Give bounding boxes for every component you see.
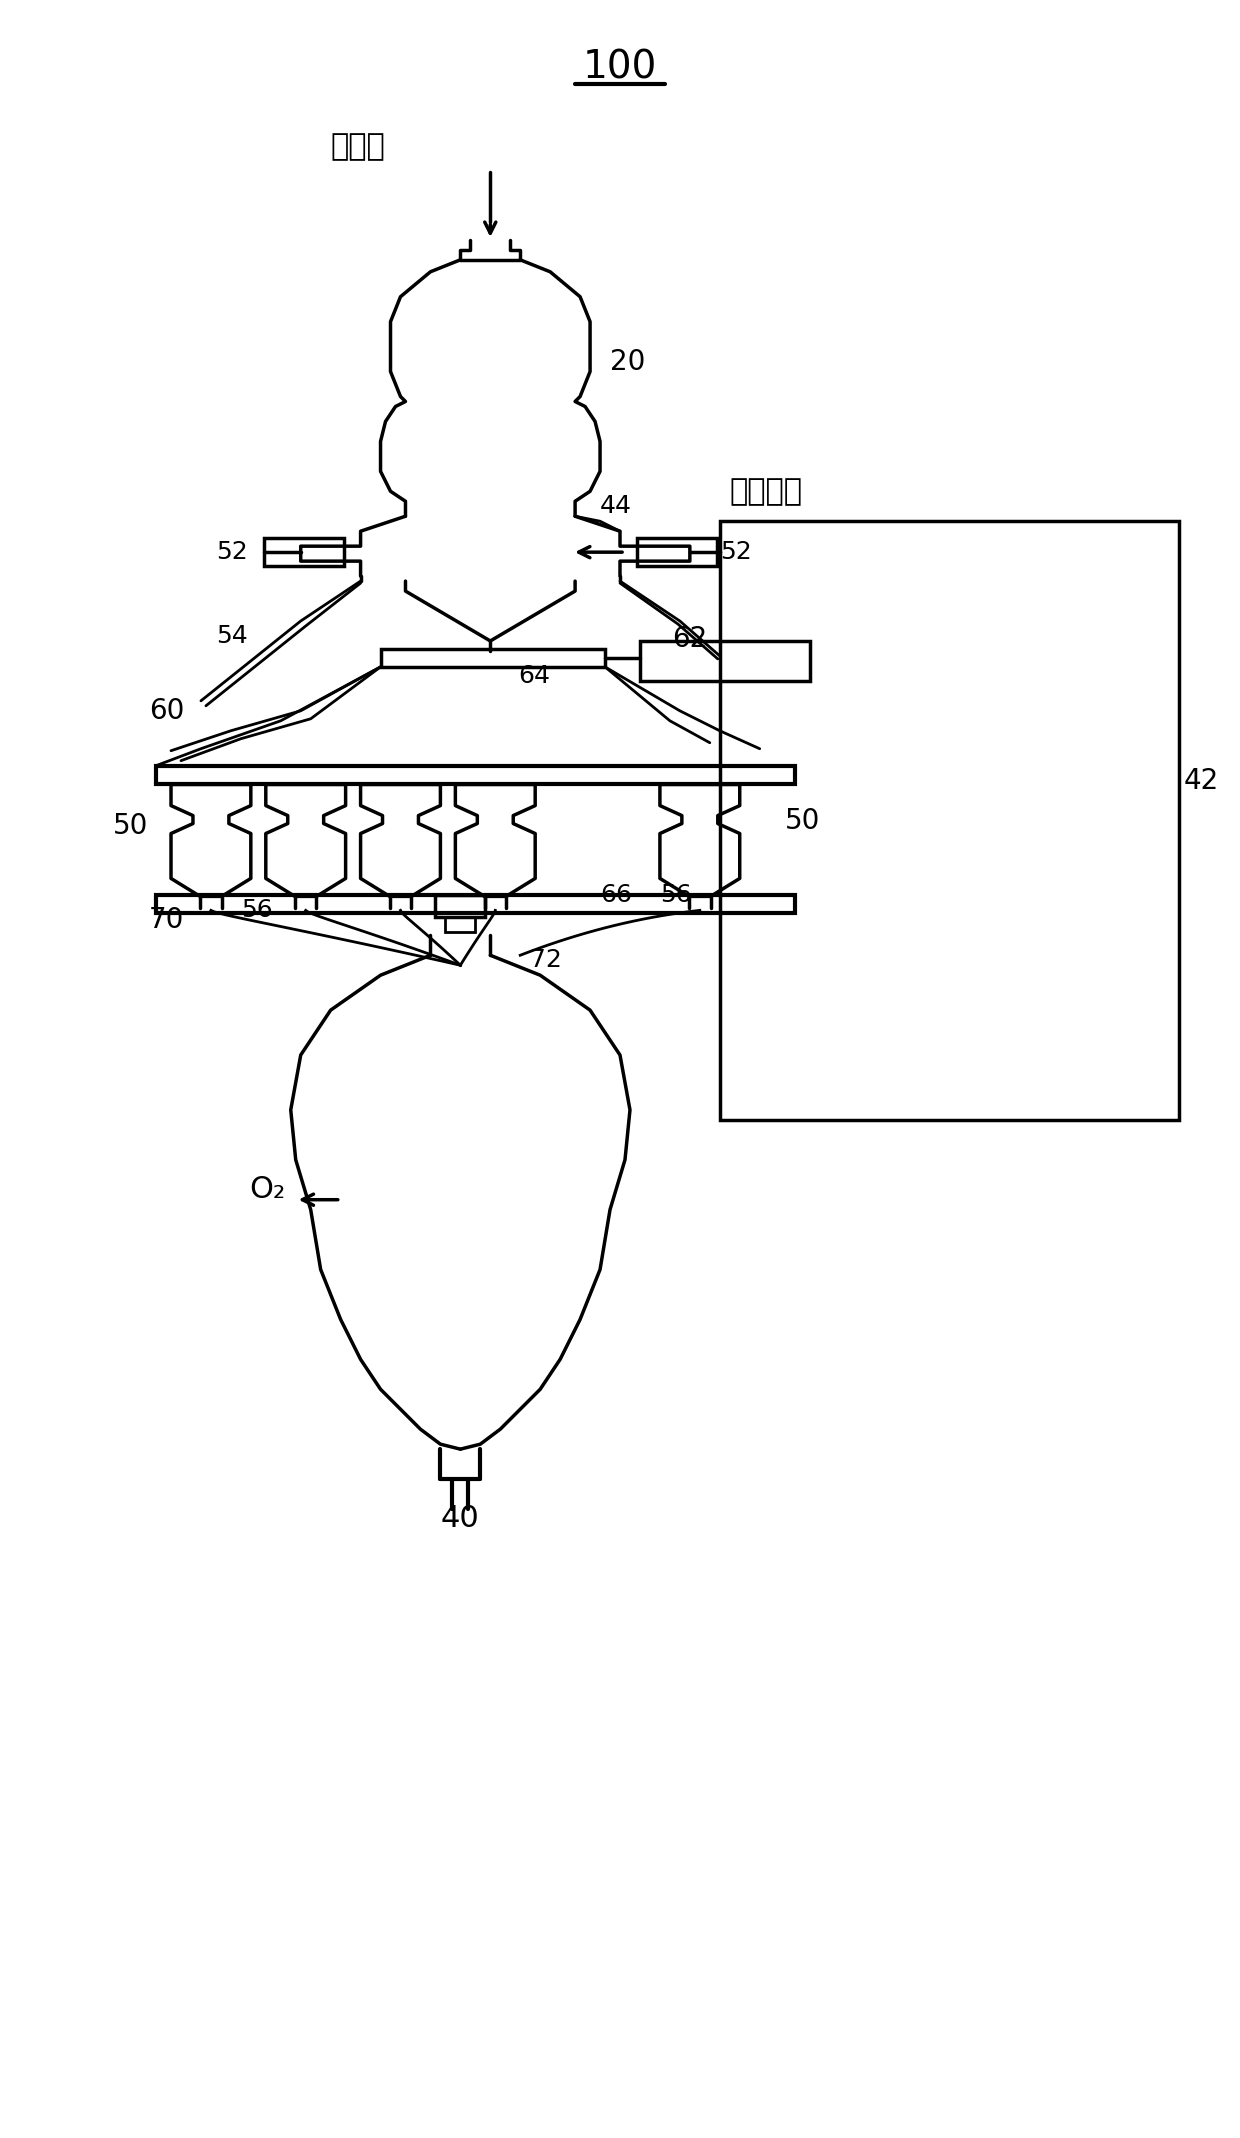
Text: 56: 56 [241, 898, 273, 921]
Text: 70: 70 [149, 907, 185, 934]
Text: 铁矿石: 铁矿石 [331, 133, 386, 162]
Text: 64: 64 [518, 665, 551, 688]
Text: 还原气体: 还原气体 [730, 477, 802, 507]
Text: 50: 50 [785, 806, 820, 834]
Text: 54: 54 [216, 624, 248, 648]
Bar [719, 522, 1179, 1120]
Text: 20: 20 [610, 348, 645, 376]
Text: 100: 100 [583, 49, 657, 86]
Bar [640, 641, 810, 680]
Bar [381, 650, 605, 667]
Text: O₂: O₂ [249, 1176, 285, 1204]
Text: 60: 60 [149, 697, 185, 725]
Text: 56: 56 [660, 883, 692, 907]
Bar [156, 765, 795, 785]
Text: 62: 62 [672, 624, 708, 652]
Text: 42: 42 [1184, 768, 1219, 795]
Bar [264, 539, 343, 567]
Text: 50: 50 [113, 812, 149, 840]
Text: 52: 52 [216, 541, 248, 564]
Text: 40: 40 [441, 1505, 480, 1533]
Text: 66: 66 [600, 883, 632, 907]
Bar [445, 917, 475, 932]
Text: 44: 44 [600, 494, 632, 517]
Text: 52: 52 [719, 541, 751, 564]
Bar [637, 539, 717, 567]
Text: 72: 72 [531, 949, 562, 973]
Bar [156, 896, 795, 913]
Bar [435, 896, 485, 917]
